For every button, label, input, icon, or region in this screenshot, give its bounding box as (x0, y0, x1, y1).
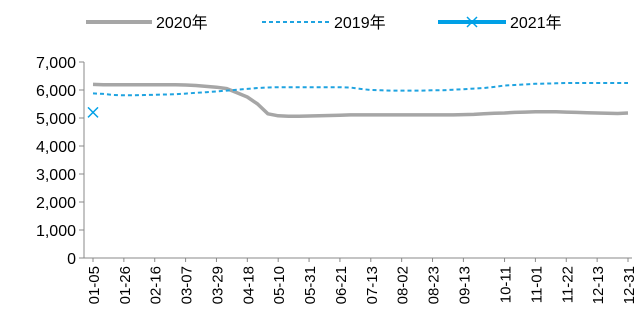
x-tick-label: 10-11 (498, 266, 515, 303)
legend-item-2019: 2019年 (262, 14, 386, 32)
legend-label-2019: 2019年 (334, 14, 386, 32)
y-tick-label: 3,000 (36, 167, 76, 184)
x-tick-label: 12-13 (590, 266, 607, 304)
x-tick-label: 08-23 (426, 266, 443, 304)
x-tick-label: 03-29 (209, 266, 226, 304)
x-tick-label: 01-05 (86, 266, 103, 304)
x-tick-label: 09-13 (456, 266, 473, 304)
x-tick-label: 07-13 (364, 266, 381, 304)
y-tick-label: 2,000 (36, 195, 76, 212)
x-axis: 01-05 01-26 02-16 03-07 03-29 04-18 05-10 05-31… (84, 257, 638, 304)
series-2021-point (87, 106, 99, 118)
y-tick-label: 6,000 (36, 83, 76, 100)
series-2020-line (92, 82, 629, 119)
x-tick-label: 08-02 (395, 266, 412, 304)
legend-label-2020: 2020年 (156, 14, 208, 32)
legend-item-2021: 2021年 (438, 14, 562, 32)
y-tick-label: 4,000 (36, 139, 76, 156)
y-tick-label: 1,000 (36, 223, 76, 240)
x-tick-label: 02-16 (148, 266, 165, 304)
legend-marker-2021 (466, 16, 478, 28)
x-tick-label: 12-31 (621, 266, 638, 304)
y-tick-label: 0 (67, 251, 76, 268)
x-tick-label: 03-07 (179, 266, 196, 304)
plot-area (87, 82, 629, 119)
legend: 2020年 2019年 2021年 (86, 14, 562, 32)
y-axis: 0 1,000 2,000 3,000 4,000 5,000 6,000 7,000 (36, 55, 85, 268)
x-tick-label: 05-31 (302, 266, 319, 304)
x-tick-label: 05-10 (271, 266, 288, 304)
series-2019-line (92, 82, 628, 97)
x-tick-label: 01-26 (117, 266, 134, 304)
legend-item-2020: 2020年 (86, 14, 208, 32)
x-tick-label: 11-22 (559, 266, 576, 303)
x-tick-label: 04-18 (240, 266, 257, 304)
y-tick-label: 5,000 (36, 111, 76, 128)
x-tick-label: 11-01 (528, 266, 545, 303)
legend-label-2021: 2021年 (510, 14, 562, 32)
y-tick-label: 7,000 (36, 55, 76, 72)
x-tick-label: 06-21 (333, 266, 350, 304)
